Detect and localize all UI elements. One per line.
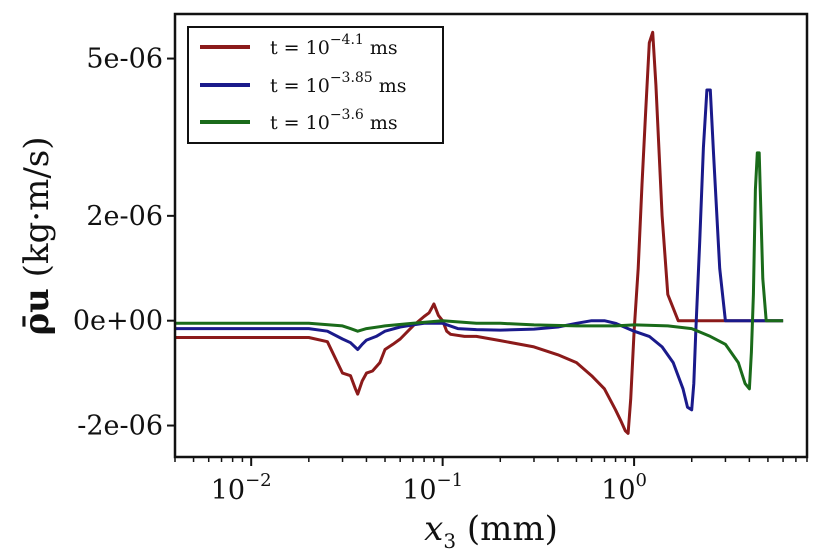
legend-label-3: t = 10−3.6 ms bbox=[270, 107, 398, 134]
x-tick-label: 10−1 bbox=[402, 470, 463, 506]
x-tick-label: 100 bbox=[601, 470, 647, 506]
series-line-2 bbox=[175, 88, 784, 412]
legend-label-1: t = 10−4.1 ms bbox=[270, 32, 398, 59]
legend-entry-3: t = 10−3.6 ms bbox=[200, 107, 398, 134]
legend-entry-2: t = 10−3.85 ms bbox=[200, 70, 407, 97]
series-line-3 bbox=[175, 151, 784, 391]
y-tick-label: 5e-06 bbox=[86, 44, 163, 75]
legend: t = 10−4.1 ms t = 10−3.85 ms t = 10−3.6 … bbox=[187, 26, 444, 144]
y-tick-label: -2e-06 bbox=[77, 411, 163, 442]
y-tick-label: 2e-06 bbox=[86, 201, 163, 232]
series-line-1 bbox=[175, 30, 784, 435]
legend-label-2: t = 10−3.85 ms bbox=[270, 70, 407, 97]
tick-layer: -2e-06 0e+00 2e-06 5e-06 10−2 10−1 100 bbox=[73, 44, 808, 506]
series-layer bbox=[175, 30, 784, 435]
x-tick-label: 10−2 bbox=[211, 470, 272, 506]
legend-entry-1: t = 10−4.1 ms bbox=[200, 32, 398, 59]
y-tick-label: 0e+00 bbox=[73, 306, 163, 337]
x-axis-label: x3 (mm) bbox=[424, 509, 558, 553]
y-axis-label: ρ̄u (kg·m/s) bbox=[17, 136, 57, 335]
plot-frame bbox=[173, 12, 809, 459]
